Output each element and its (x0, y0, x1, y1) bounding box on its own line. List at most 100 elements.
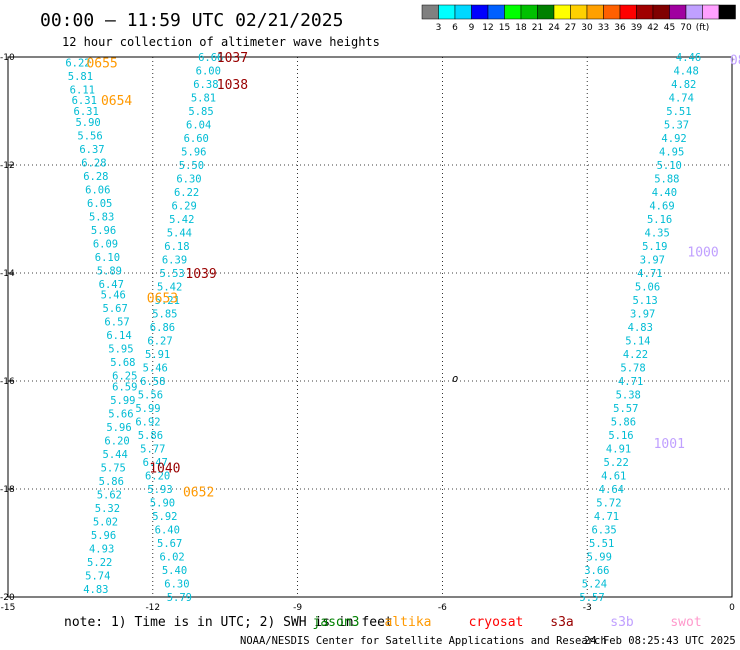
wave-height-label: 5.16 (608, 430, 633, 442)
mission-label-cryosat: cryosat (469, 615, 524, 630)
wave-height-label: 5.66 (108, 408, 133, 420)
wave-height-label: 6.30 (176, 174, 201, 186)
wave-height-label: 4.91 (606, 444, 631, 456)
plot-border (7, 56, 733, 598)
color-scale-label: 24 (548, 23, 560, 33)
color-swatch (702, 4, 720, 20)
color-swatch (438, 4, 456, 20)
wave-height-label: 5.50 (179, 160, 204, 172)
wave-height-label: 5.57 (579, 592, 604, 604)
wave-height-label: 5.77 (140, 444, 165, 456)
wave-height-label: 3.97 (630, 309, 655, 321)
page-title: 00:00 – 11:59 UTC 02/21/2025 (40, 10, 343, 31)
wave-height-label: 4.69 (649, 201, 674, 213)
wave-height-label: 6.28 (81, 157, 106, 169)
wave-height-label: 6.59 (112, 381, 137, 393)
color-scale-label: 45 (664, 23, 675, 33)
wave-height-label: 5.86 (99, 476, 124, 488)
color-swatch (718, 4, 736, 20)
color-scale-label: 42 (647, 23, 658, 33)
wave-height-label: 6.27 (147, 336, 172, 348)
wave-height-label: 5.44 (103, 449, 128, 461)
wave-height-label: 6.37 (79, 144, 104, 156)
center-marker: o (452, 373, 458, 385)
wave-height-label: 5.51 (589, 538, 614, 550)
wave-height-label: 6.18 (164, 241, 189, 253)
wave-height-label: 6.86 (150, 322, 175, 334)
mission-label-s3a: s3a (550, 615, 573, 630)
wave-height-label: 5.86 (138, 430, 163, 442)
wave-height-label: 6.05 (87, 198, 112, 210)
wave-height-label: 6.02 (159, 552, 184, 564)
color-scale-label: (ft) (696, 23, 710, 33)
wave-height-label: 6.29 (172, 201, 197, 213)
mission-label-swot: swot (670, 615, 701, 630)
wave-height-label: 6.92 (135, 417, 160, 429)
wave-height-label: 6.04 (186, 120, 211, 132)
wave-height-label: 4.22 (623, 349, 648, 361)
x-tick-label: -9 (293, 603, 302, 613)
plot-area (7, 56, 733, 598)
x-tick-label: -3 (583, 603, 592, 613)
wave-height-label: 5.85 (188, 106, 213, 118)
wave-height-label: 5.22 (87, 557, 112, 569)
wave-height-label: 6.25 (112, 371, 137, 383)
y-tick-label: -16 (0, 377, 15, 387)
time-tag: 1000 (687, 245, 718, 260)
note-text: note: 1) Time is in UTC; 2) SWH is in fe… (64, 615, 393, 630)
color-scale-label: 27 (565, 23, 576, 33)
color-scale-label: 30 (581, 23, 593, 33)
y-tick-label: -18 (0, 485, 15, 495)
y-tick-label: -20 (0, 593, 15, 603)
mission-label-jason3: jason3 (313, 615, 360, 630)
color-swatch (586, 4, 604, 20)
wave-height-label: 5.99 (110, 395, 135, 407)
wave-height-label: 5.44 (167, 228, 192, 240)
time-tag: 0655 (86, 56, 117, 71)
wave-height-label: 4.83 (83, 584, 108, 596)
wave-height-label: 4.64 (599, 484, 624, 496)
x-tick-label: -12 (145, 603, 160, 613)
wave-height-label: 6.31 (72, 95, 97, 107)
wave-height-label: 5.16 (647, 214, 672, 226)
grid-lines (8, 57, 732, 597)
wave-height-label: 5.96 (91, 530, 116, 542)
time-tag: 1039 (185, 267, 216, 282)
wave-height-label: 6.10 (95, 252, 120, 264)
color-swatch (669, 4, 687, 20)
wave-height-label: 5.67 (157, 538, 182, 550)
time-tag: 1040 (149, 461, 180, 476)
wave-height-label: 6.11 (70, 84, 95, 96)
altimeter-track: 6.225.816.116.316.315.905.566.376.286.28… (65, 57, 137, 596)
wave-height-label: 5.14 (625, 336, 650, 348)
wave-height-label: 5.40 (162, 565, 187, 577)
wave-height-label: 5.86 (611, 417, 636, 429)
wave-height-label: 3.97 (640, 255, 665, 267)
color-swatch (652, 4, 670, 20)
wave-height-label: 5.96 (91, 225, 116, 237)
color-scale-label: 9 (469, 23, 475, 33)
wave-height-label: 5.99 (587, 552, 612, 564)
x-tick-label: -6 (438, 603, 447, 613)
wave-height-label: 6.20 (145, 471, 170, 483)
wave-height-label: 5.96 (106, 422, 131, 434)
wave-height-label: 5.38 (616, 390, 641, 402)
wave-height-label: 5.21 (155, 295, 180, 307)
page-subtitle: 12 hour collection of altimeter wave hei… (62, 35, 380, 49)
wave-height-label: 6.35 (591, 525, 616, 537)
wave-height-label: 5.91 (145, 349, 170, 361)
color-scale-label: 21 (532, 23, 543, 33)
wave-height-label: 5.57 (613, 403, 638, 415)
wave-height-label: 4.83 (628, 322, 653, 334)
wave-height-label: 4.92 (661, 133, 686, 145)
color-scale-label: 3 (436, 23, 442, 33)
color-swatch (421, 4, 439, 20)
wave-height-label: 5.92 (152, 511, 177, 523)
wave-height-label: 4.35 (645, 228, 670, 240)
wave-height-label: 5.02 (93, 516, 118, 528)
wave-height-label: 6.47 (143, 457, 168, 469)
x-tick-label: -15 (1, 603, 16, 613)
wave-height-label: 5.42 (169, 214, 194, 226)
wave-height-label: 5.90 (150, 498, 175, 510)
